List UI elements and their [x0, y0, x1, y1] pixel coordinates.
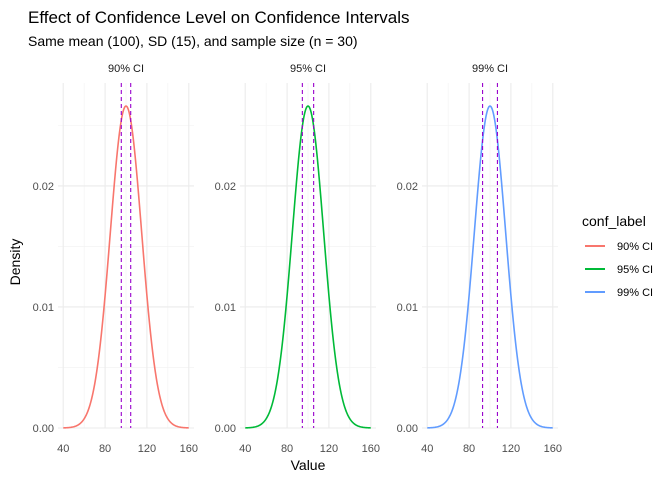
y-tick-label: 0.01 — [33, 302, 54, 314]
density-line — [427, 105, 553, 429]
legend-item: 90% CI — [585, 241, 653, 253]
x-tick-label: 160 — [362, 443, 380, 455]
x-tick-label: 160 — [544, 443, 562, 455]
y-tick-label: 0.00 — [215, 423, 236, 435]
legend-label: 99% CI — [617, 287, 653, 299]
legend-label: 90% CI — [617, 241, 653, 253]
strip-label: 99% CI — [472, 63, 508, 75]
facet-panel: 95% CI 40 80 120 160 0.00 0.01 0.02 — [215, 63, 380, 455]
y-tick-label: 0.00 — [397, 423, 418, 435]
legend-title: conf_label — [582, 213, 646, 229]
x-tick-label: 80 — [99, 443, 111, 455]
x-tick-label: 40 — [421, 443, 433, 455]
y-tick-label: 0.02 — [215, 181, 236, 193]
legend: conf_label 90% CI 95% CI 99% CI — [582, 213, 653, 299]
facet-panel: 99% CI 40 80 120 160 0.00 0.01 0.02 — [397, 63, 562, 455]
density-line — [245, 105, 371, 429]
x-tick-label: 120 — [502, 443, 520, 455]
x-tick-label: 40 — [57, 443, 69, 455]
y-axis-title: Density — [7, 239, 23, 286]
legend-item: 99% CI — [585, 287, 653, 299]
y-tick-label: 0.02 — [397, 181, 418, 193]
chart-subtitle: Same mean (100), SD (15), and sample siz… — [28, 33, 358, 49]
x-tick-label: 40 — [239, 443, 251, 455]
y-tick-label: 0.02 — [33, 181, 54, 193]
strip-label: 90% CI — [108, 63, 144, 75]
legend-item: 95% CI — [585, 264, 653, 276]
facet-panels: 90% CI 40 80 120 160 0.00 0.01 0.02 95% CI 40 80 12… — [33, 63, 562, 455]
facet-panel: 90% CI 40 80 120 160 0.00 0.01 0.02 — [33, 63, 198, 455]
x-axis-title: Value — [291, 457, 326, 473]
x-tick-label: 80 — [281, 443, 293, 455]
x-tick-label: 120 — [320, 443, 338, 455]
x-tick-label: 120 — [138, 443, 156, 455]
y-tick-label: 0.01 — [215, 302, 236, 314]
x-tick-label: 80 — [463, 443, 475, 455]
x-tick-label: 160 — [180, 443, 198, 455]
density-line — [63, 105, 189, 429]
legend-label: 95% CI — [617, 264, 653, 276]
y-tick-label: 0.00 — [33, 423, 54, 435]
chart-title: Effect of Confidence Level on Confidence… — [28, 8, 409, 27]
y-tick-label: 0.01 — [397, 302, 418, 314]
strip-label: 95% CI — [290, 63, 326, 75]
